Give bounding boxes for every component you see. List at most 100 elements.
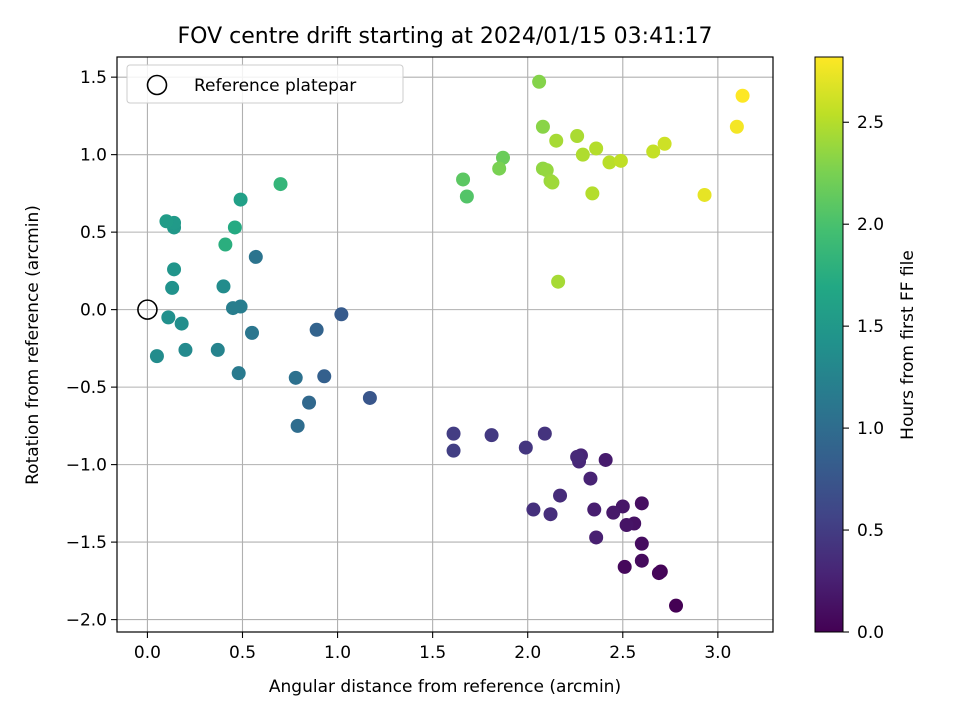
data-point xyxy=(589,530,604,545)
data-point xyxy=(446,443,461,458)
data-point xyxy=(646,144,661,159)
x-tick-label: 2.5 xyxy=(609,643,636,663)
data-point xyxy=(231,366,246,381)
x-tick-label: 1.5 xyxy=(419,643,446,663)
data-point xyxy=(543,507,558,522)
data-point xyxy=(248,249,263,264)
data-point xyxy=(245,325,260,340)
legend-label: Reference platepar xyxy=(194,76,356,96)
colorbar-label: Hours from first FF file xyxy=(898,250,918,440)
data-point xyxy=(446,426,461,441)
data-point xyxy=(526,502,541,517)
data-point xyxy=(589,141,604,156)
x-axis-ticks: 0.0 0.5 1.0 1.5 2.0 2.5 3.0 xyxy=(134,632,731,663)
data-point xyxy=(551,274,566,289)
scatter-points xyxy=(149,74,750,613)
data-point xyxy=(657,136,672,151)
data-point xyxy=(735,88,750,103)
data-point xyxy=(697,187,712,202)
data-point xyxy=(619,518,634,533)
data-point xyxy=(669,598,684,613)
y-tick-label: 1.0 xyxy=(80,146,107,166)
colorbar-tick-label: 1.0 xyxy=(857,419,884,439)
data-point xyxy=(273,177,288,192)
data-point xyxy=(210,342,225,357)
colorbar-tick-label: 0.5 xyxy=(857,521,884,541)
data-point xyxy=(634,496,649,511)
colorbar-tick-label: 0.0 xyxy=(857,623,884,643)
data-point xyxy=(492,161,507,176)
y-tick-label: −2.0 xyxy=(66,611,107,631)
data-point xyxy=(456,172,471,187)
data-point xyxy=(233,192,248,207)
x-tick-label: 1.0 xyxy=(324,643,351,663)
colorbar-tick-label: 1.5 xyxy=(857,317,884,337)
data-point xyxy=(539,163,554,178)
data-point xyxy=(174,316,189,331)
data-point xyxy=(165,280,180,295)
y-tick-label: 1.5 xyxy=(80,68,107,88)
data-point xyxy=(598,452,613,467)
data-point xyxy=(570,129,585,144)
data-point xyxy=(617,559,632,574)
y-axis-label: Rotation from reference (arcmin) xyxy=(23,205,43,485)
data-point xyxy=(651,566,666,581)
data-point xyxy=(218,237,233,252)
data-point xyxy=(537,426,552,441)
data-point xyxy=(225,301,240,316)
data-point xyxy=(167,262,182,277)
x-tick-label: 3.0 xyxy=(704,643,731,663)
y-tick-label: −1.0 xyxy=(66,456,107,476)
data-point xyxy=(602,155,617,170)
x-tick-label: 2.0 xyxy=(514,643,541,663)
data-point xyxy=(634,553,649,568)
chart-title: FOV centre drift starting at 2024/01/15 … xyxy=(178,24,713,49)
data-point xyxy=(729,119,744,134)
data-point xyxy=(583,471,598,486)
colorbar-tick-label: 2.5 xyxy=(857,113,884,133)
y-axis-ticks: −2.0 −1.5 −1.0 −0.5 0.0 0.5 1.0 1.5 xyxy=(66,68,117,631)
data-point xyxy=(178,342,193,357)
data-point xyxy=(459,189,474,204)
y-tick-label: 0.5 xyxy=(80,223,107,243)
data-point xyxy=(159,214,174,229)
y-tick-label: −0.5 xyxy=(66,378,107,398)
data-point xyxy=(302,395,317,410)
x-axis-label: Angular distance from reference (arcmin) xyxy=(269,677,621,697)
data-point xyxy=(290,418,305,433)
reference-point-marker xyxy=(137,299,158,320)
colorbar-gradient xyxy=(814,56,844,633)
data-point xyxy=(161,310,176,325)
data-point xyxy=(575,147,590,162)
data-point xyxy=(216,279,231,294)
data-point xyxy=(227,220,242,235)
y-tick-label: 0.0 xyxy=(80,301,107,321)
data-point xyxy=(495,150,510,165)
data-point xyxy=(553,488,568,503)
data-point xyxy=(288,370,303,385)
data-point xyxy=(334,307,349,322)
data-point xyxy=(587,502,602,517)
legend: Reference platepar xyxy=(126,64,404,104)
legend-open-circle-icon xyxy=(146,74,168,96)
data-point xyxy=(362,390,377,405)
legend-box xyxy=(126,64,404,104)
data-point xyxy=(535,119,550,134)
colorbar-tick-label: 2.0 xyxy=(857,215,884,235)
data-point xyxy=(634,536,649,551)
data-point xyxy=(309,322,324,337)
colorbar: 0.0 0.5 1.0 1.5 2.0 2.5 Hours from first FF f… xyxy=(814,56,918,643)
y-tick-label: −1.5 xyxy=(66,533,107,553)
x-tick-label: 0.5 xyxy=(229,643,256,663)
plot-frame xyxy=(116,56,774,633)
colorbar-ticks: 0.0 0.5 1.0 1.5 2.0 2.5 xyxy=(843,113,884,643)
data-point xyxy=(149,349,164,364)
data-point xyxy=(545,175,560,190)
data-point xyxy=(585,186,600,201)
data-point xyxy=(549,133,564,148)
data-point xyxy=(518,440,533,455)
data-point xyxy=(484,428,499,443)
data-point xyxy=(613,153,628,168)
x-tick-label: 0.0 xyxy=(134,643,161,663)
